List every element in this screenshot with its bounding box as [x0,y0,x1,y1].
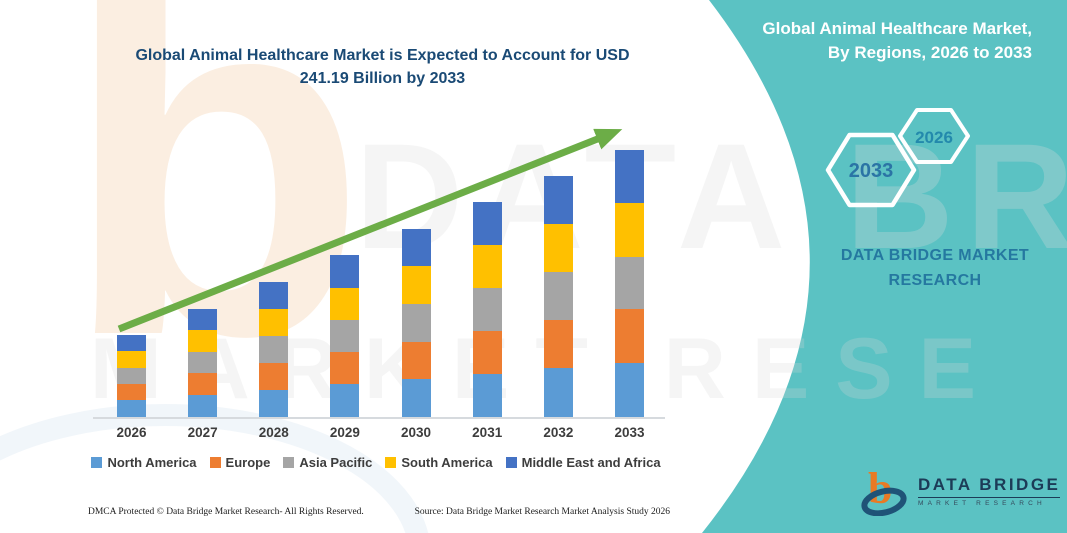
bar-segment-asia-pacific [614,256,644,310]
x-axis-line [93,417,665,419]
x-axis-label-2028: 2028 [258,425,289,440]
legend-item-europe: Europe [209,455,271,470]
legend-item-south-america: South America [385,455,493,470]
bar-segment-asia-pacific [188,351,218,374]
bar-segment-south-america [614,202,644,257]
bar-segment-north-america [117,400,146,417]
legend-swatch-middle-east-and-africa [505,457,517,468]
x-axis-label-2031: 2031 [472,425,503,440]
bar-segment-middle-east-and-africa [259,282,289,309]
legend-item-asia-pacific: Asia Pacific [283,455,372,470]
legend-label-europe: Europe [225,455,271,470]
bar-segment-europe [117,384,146,401]
chart-legend: North America Europe Asia Pacific South Ame… [85,455,667,470]
legend-swatch-south-america [385,457,397,468]
legend-swatch-north-america [91,457,103,468]
bar-segment-europe [401,341,431,380]
bar-segment-middle-east-and-africa [543,175,573,224]
bar-chart-plot [117,150,644,417]
bar-segment-europe [472,330,502,374]
bar-2031 [472,202,502,417]
bar-segment-north-america [543,368,573,417]
chart-title-line2: 241.19 Billion by 2033 [299,70,466,87]
bar-segment-europe [188,373,218,396]
sidebar-heading-line2: By Regions, 2026 to 2033 [827,43,1032,62]
bar-segment-middle-east-and-africa [330,255,360,288]
brand-wordmark: DATA BRIDGE MARKET RESEARCH [840,247,1030,289]
chart-footer: DMCA Protected © Data Bridge Market Rese… [88,507,670,517]
logo-name: DATA BRIDGE [918,475,1061,494]
bar-segment-asia-pacific [543,272,573,321]
legend-item-middle-east-and-africa: Middle East and Africa [505,455,661,470]
bar-segment-north-america [472,373,502,417]
bar-segment-middle-east-and-africa [614,150,644,203]
bar-2028 [259,282,289,417]
bar-segment-south-america [117,351,146,368]
bar-segment-europe [614,309,644,363]
bar-2029 [330,255,360,417]
chart-title: Global Animal Healthcare Market is Expec… [100,44,665,90]
bar-segment-asia-pacific [401,303,431,342]
hexagon-year-badges: 2033 2026 [825,108,970,208]
bar-segment-asia-pacific [330,319,360,353]
logo-subtitle: MARKET RESEARCH [918,500,1046,507]
legend-label-south-america: South America [401,455,493,470]
bar-segment-south-america [472,245,502,288]
sidebar-heading-line1: Global Animal Healthcare Market, [762,19,1032,38]
hexagon-2033-label: 2033 [849,160,894,182]
trend-arrow [117,128,623,333]
source-note: Source: Data Bridge Market Research Mark… [414,507,670,517]
hexagon-2033 [825,132,917,208]
bar-segment-asia-pacific [117,367,146,385]
data-bridge-logo: b DATA BRIDGE MARKET RESEARCH [860,466,1061,516]
chart-title-line1: Global Animal Healthcare Market is Expec… [135,47,630,64]
bar-segment-europe [330,352,360,385]
x-axis-label-2030: 2030 [401,425,432,440]
x-axis-label-2026: 2026 [116,425,147,440]
bar-segment-middle-east-and-africa [117,335,146,352]
bar-segment-middle-east-and-africa [188,308,218,331]
data-bridge-logo-icon: b [861,466,907,516]
bar-segment-asia-pacific [472,287,502,331]
x-axis-labels: 2026 2027 2028 2029 2030 2031 2032 2033 [96,425,665,440]
hexagon-2026-label: 2026 [915,128,953,147]
x-axis-label-2029: 2029 [329,425,360,440]
bar-segment-south-america [330,287,360,320]
dmca-notice: DMCA Protected © Data Bridge Market Rese… [88,507,364,517]
logo-divider [918,497,1061,498]
bar-segment-south-america [401,266,431,304]
bar-2032 [543,175,573,417]
bar-segment-north-america [401,379,431,417]
bar-segment-middle-east-and-africa [472,202,502,246]
legend-label-middle-east-and-africa: Middle East and Africa [521,455,661,470]
bar-2030 [401,228,431,417]
bar-segment-north-america [614,362,644,417]
bar-segment-north-america [188,395,218,417]
bar-segment-europe [543,320,573,369]
watermark-arc [0,404,429,533]
bar-segment-middle-east-and-africa [401,228,431,267]
hexagon-2026 [898,108,970,164]
bar-segment-north-america [259,389,289,417]
legend-swatch-asia-pacific [283,457,295,468]
legend-label-north-america: North America [107,455,197,470]
bar-segment-south-america [543,223,573,272]
legend-label-asia-pacific: Asia Pacific [299,455,373,470]
sidebar-heading: Global Animal Healthcare Market, By Regi… [738,17,1032,65]
x-axis-label-2027: 2027 [187,425,218,440]
bar-2027 [188,308,218,417]
legend-swatch-europe [209,457,221,468]
x-axis-label-2032: 2032 [543,425,574,440]
bar-segment-south-america [188,330,218,352]
x-axis-label-2033: 2033 [614,425,645,440]
bar-segment-south-america [259,308,289,336]
bar-2033 [614,150,644,417]
bar-segment-asia-pacific [259,335,289,363]
bar-2026 [117,335,146,417]
bar-segment-europe [259,362,289,390]
bar-segment-north-america [330,384,360,417]
legend-item-north-america: North America [91,455,197,470]
